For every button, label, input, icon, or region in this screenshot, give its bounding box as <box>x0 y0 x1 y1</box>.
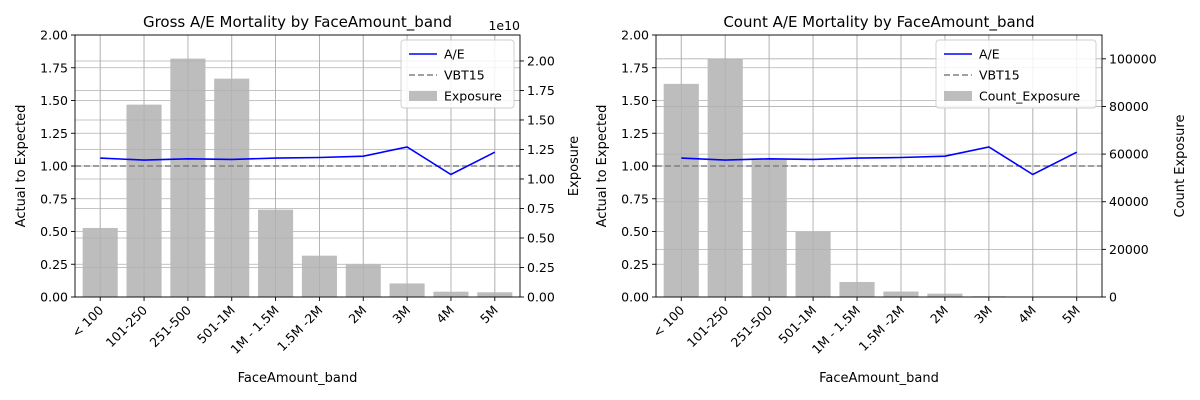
y-tick-label: 0.50 <box>40 224 68 239</box>
y2-tick-label: 0.25 <box>527 260 555 275</box>
ae-line <box>100 146 496 176</box>
y-tick-label: 1.75 <box>40 60 68 75</box>
y-tick-label: 0.25 <box>621 257 649 272</box>
y2-axis-label: Exposure <box>567 136 582 196</box>
x-tick-label: 1M - 1.5M <box>227 303 281 357</box>
y2-tick-label: 1.00 <box>527 171 555 186</box>
x-tick-label: 1.5M -2M <box>856 303 908 355</box>
x-tick-label: 101-250 <box>103 302 151 350</box>
x-tick-label: 251-500 <box>728 302 776 350</box>
y-tick-label: 0.75 <box>621 191 649 206</box>
y2-tick-label: 2.00 <box>527 53 555 68</box>
y2-tick-label: 1.25 <box>527 142 555 157</box>
x-tick-label: 1M - 1.5M <box>809 303 863 357</box>
y2-tick-label: 0.75 <box>527 201 555 216</box>
x-tick-label: 3M <box>971 303 995 327</box>
legend-label: VBT15 <box>444 68 485 83</box>
legend-label: VBT15 <box>979 68 1020 83</box>
y2-tick-label: 80000 <box>1109 99 1149 114</box>
y2-tick-label: 100000 <box>1109 51 1157 66</box>
x-tick-label: 4M <box>1015 303 1039 327</box>
y-tick-label: 0.00 <box>40 290 68 305</box>
y2-tick-label: 40000 <box>1109 194 1149 209</box>
x-tick-label: 501-1M <box>194 303 238 347</box>
legend: A/E VBT15 Exposure <box>400 39 515 109</box>
x-tick-label: 5M <box>477 303 501 327</box>
x-tick-label: < 100 <box>650 302 688 340</box>
y-tick-label: 1.25 <box>621 126 649 141</box>
legend-label: A/E <box>979 47 1000 62</box>
y2-offset-text: 1e10 <box>488 18 520 33</box>
y-tick-label: 2.00 <box>40 28 68 43</box>
ae-line <box>681 146 1078 176</box>
y2-tick-label: 60000 <box>1109 147 1149 162</box>
x-tick-label: 2M <box>346 303 370 327</box>
x-tick-label: 5M <box>1059 303 1083 327</box>
y2-tick-label: 0.00 <box>527 290 555 305</box>
y-tick-label: 1.50 <box>621 93 649 108</box>
y2-tick-label: 20000 <box>1109 242 1149 257</box>
x-tick-label: 501-1M <box>775 303 819 347</box>
y2-tick-label: 1.50 <box>527 112 555 127</box>
y2-tick-label: 0 <box>1109 290 1117 305</box>
legend-swatch-exposure <box>409 91 437 101</box>
legend-box <box>935 39 1097 109</box>
chart-panel-2: 0.00 0.25 0.50 0.75 1.00 1.25 1.50 1.75 2.00 0 200… <box>595 13 1188 386</box>
x-tick-label: 101-250 <box>684 302 732 350</box>
x-axis-label: FaceAmount_band <box>238 371 358 386</box>
y-tick-label: 1.25 <box>40 126 68 141</box>
legend-swatch-exposure <box>944 91 972 101</box>
y-tick-label: 1.00 <box>621 159 649 174</box>
x-tick-label: 1.5M -2M <box>274 303 326 355</box>
y-axis-label: Actual to Expected <box>595 105 610 228</box>
y-tick-label: 1.75 <box>621 60 649 75</box>
chart-panel-1: 0.00 0.25 0.50 0.75 1.00 1.25 1.50 1.75 2.00 0.00… <box>14 13 582 386</box>
y-tick-label: 0.00 <box>621 290 649 305</box>
y-tick-label: 0.75 <box>40 191 68 206</box>
y-tick-label: 1.50 <box>40 93 68 108</box>
y-tick-label: 0.25 <box>40 257 68 272</box>
x-tick-label: 4M <box>433 303 457 327</box>
x-axis-label: FaceAmount_band <box>819 371 939 386</box>
y2-axis-label: Count Exposure <box>1173 115 1188 218</box>
x-tick-label: < 100 <box>69 302 107 340</box>
y-tick-label: 2.00 <box>621 28 649 43</box>
legend-label: Exposure <box>444 89 502 104</box>
x-tick-label: 3M <box>389 303 413 327</box>
legend-label: Count_Exposure <box>979 89 1081 104</box>
x-tick-label: 251-500 <box>146 302 194 350</box>
y2-tick-label: 0.50 <box>527 230 555 245</box>
y-tick-label: 0.50 <box>621 224 649 239</box>
chart-title: Gross A/E Mortality by FaceAmount_band <box>143 13 452 32</box>
y2-tick-label: 1.75 <box>527 83 555 98</box>
y-tick-label: 1.00 <box>40 159 68 174</box>
x-tick-label: 2M <box>927 303 951 327</box>
legend-label: A/E <box>444 47 465 62</box>
y-axis-label: Actual to Expected <box>14 105 29 228</box>
chart-title: Count A/E Mortality by FaceAmount_band <box>723 13 1034 32</box>
legend: A/E VBT15 Count_Exposure <box>935 39 1097 109</box>
